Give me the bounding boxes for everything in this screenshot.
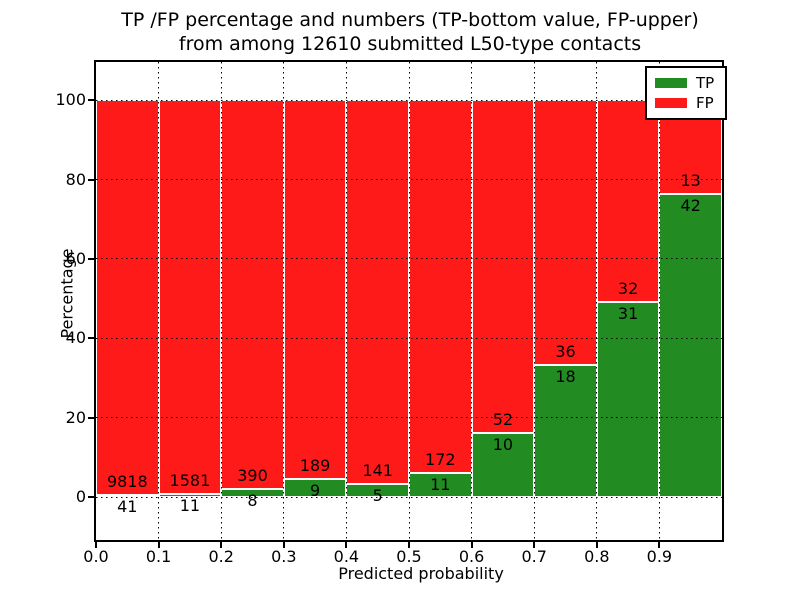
fp-color-swatch	[655, 98, 687, 108]
x-tick-label: 0.1	[145, 547, 172, 566]
x-gridline	[533, 62, 535, 540]
y-tick-label: 60	[65, 248, 86, 268]
tp-count-label: 11	[430, 475, 451, 495]
x-tick-label: 0.3	[271, 547, 297, 566]
fp-count-label: 1581	[169, 471, 211, 491]
tp-count-label: 42	[680, 195, 701, 215]
x-tick-mark	[95, 542, 97, 548]
chart-title: TP /FP percentage and numbers (TP-bottom…	[60, 8, 760, 56]
fp-count-label: 36	[555, 341, 576, 361]
x-tick-label: 0.2	[208, 547, 234, 566]
tp-count-label: 31	[617, 303, 639, 323]
fp-count-label: 32	[617, 278, 639, 298]
fp-count-label: 390	[237, 466, 268, 486]
x-tick-mark	[533, 542, 536, 548]
x-tick-mark	[157, 542, 160, 548]
legend-label-fp: FP	[696, 94, 714, 112]
tp-count-label: 11	[179, 496, 201, 516]
y-tick-label: 80	[65, 169, 86, 189]
x-gridline	[596, 62, 598, 540]
tp-color-swatch	[655, 78, 687, 88]
chart-title-line1: TP /FP percentage and numbers (TP-bottom…	[121, 9, 699, 31]
x-tick-label: 0.8	[584, 547, 610, 566]
fp-bar	[409, 100, 472, 474]
y-tick-mark	[88, 257, 94, 260]
y-tick-label: 20	[65, 407, 86, 427]
x-tick-mark	[408, 542, 410, 548]
fp-bar	[221, 100, 284, 490]
x-tick-mark	[595, 542, 598, 548]
legend: TP FP	[645, 66, 727, 120]
fp-bar	[158, 100, 222, 495]
y-tick-mark	[88, 99, 94, 102]
legend-label-tp: TP	[696, 74, 715, 92]
x-tick-label: 0.0	[83, 547, 109, 566]
x-tick-label: 0.9	[646, 547, 673, 566]
tp-count-label: 10	[492, 435, 514, 455]
tp-count-label: 18	[555, 366, 576, 386]
fp-count-label: 52	[492, 410, 514, 430]
plot-area: TP FP 9818 41 1581 11 390 8 189 9 141 5 172 11 52 10 3…	[94, 60, 727, 542]
x-tick-mark	[282, 542, 285, 548]
y-tick-label: 0	[75, 487, 86, 507]
x-gridline	[658, 62, 660, 540]
x-gridline	[345, 62, 347, 540]
x-gridline	[220, 62, 222, 540]
tp-bar	[534, 364, 597, 498]
x-tick-mark	[220, 542, 223, 548]
x-gridline	[283, 62, 285, 540]
tp-count-label: 8	[247, 491, 258, 511]
x-tick-mark	[345, 542, 348, 548]
x-tick-label: 0.7	[521, 547, 547, 566]
y-tick-mark	[88, 496, 94, 499]
x-gridline	[471, 62, 473, 540]
x-axis-label: Predicted probability	[338, 564, 504, 583]
tp-bar	[659, 193, 722, 498]
chart-title-line2: from among 12610 submitted L50-type cont…	[178, 33, 642, 55]
y-tick-label: 40	[65, 328, 86, 348]
x-gridline	[408, 62, 410, 540]
fp-count-label: 189	[299, 456, 331, 476]
fp-count-label: 13	[680, 170, 701, 190]
fp-count-label: 141	[362, 460, 393, 480]
fp-bar	[283, 100, 347, 480]
x-gridline	[158, 62, 160, 540]
fp-count-label: 9818	[106, 472, 148, 492]
fp-bar	[346, 100, 409, 484]
x-tick-label: 0.4	[333, 547, 360, 566]
x-tick-mark	[658, 542, 661, 548]
y-tick-mark	[88, 416, 94, 419]
fp-bar	[471, 100, 535, 434]
tp-bar	[596, 301, 660, 498]
tp-count-label: 41	[117, 497, 138, 517]
tp-count-label: 5	[372, 485, 383, 505]
legend-entry-fp: FP	[655, 93, 725, 113]
fp-bar	[96, 100, 159, 496]
x-tick-mark	[470, 542, 473, 548]
y-tick-mark	[88, 337, 94, 340]
tp-count-label: 9	[310, 481, 321, 501]
x-tick-label: 0.5	[396, 547, 422, 566]
fp-count-label: 172	[425, 450, 456, 470]
y-tick-label: 100	[55, 90, 86, 110]
fp-bar	[534, 100, 597, 365]
x-tick-label: 0.6	[458, 547, 485, 566]
legend-entry-tp: TP	[655, 73, 725, 93]
y-tick-mark	[88, 178, 94, 181]
